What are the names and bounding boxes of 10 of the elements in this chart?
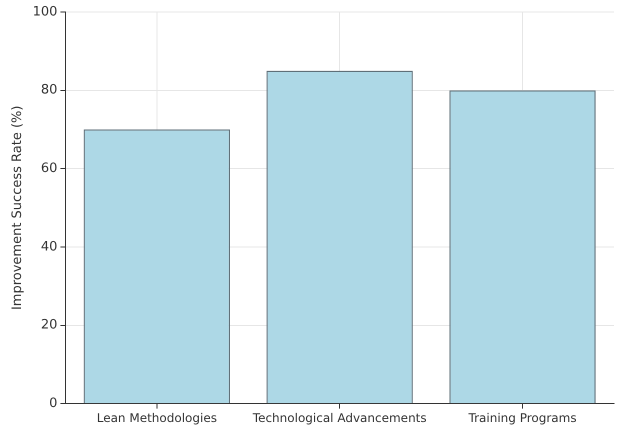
y-tick-label: 60 (40, 161, 58, 176)
y-tick-label: 100 (32, 4, 58, 20)
y-tick-label: 80 (40, 82, 58, 98)
x-tick-label: Lean Methodologies (96, 410, 217, 425)
y-axis-title: Improvement Success Rate (%) (10, 106, 26, 310)
y-tick-label: 0 (49, 396, 58, 411)
y-tick-label: 20 (40, 318, 58, 333)
x-tick-label: Technological Advancements (252, 410, 427, 425)
x-tick-label: Training Programs (468, 410, 577, 425)
y-tick-label: 40 (40, 239, 58, 254)
